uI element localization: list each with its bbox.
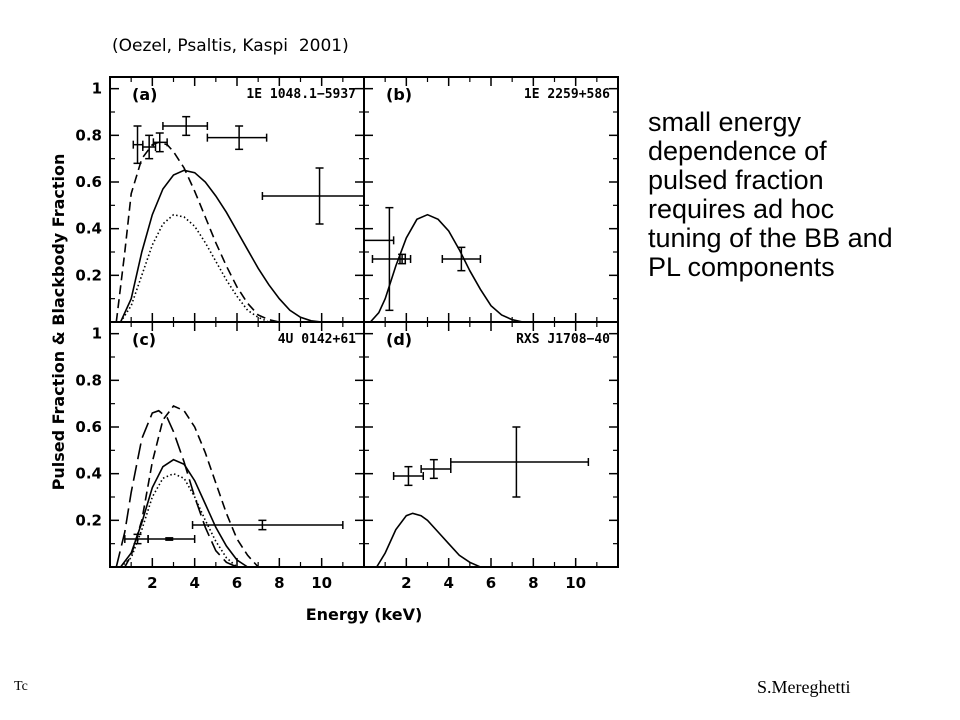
model-curve-dashed bbox=[124, 405, 259, 568]
x-tick-label: 8 bbox=[528, 574, 538, 592]
y-tick-label: 0.6 bbox=[75, 418, 102, 436]
model-curve-solid bbox=[376, 512, 481, 568]
footer-left-text: Tc bbox=[14, 679, 28, 694]
description-line: pulsed fraction bbox=[648, 165, 824, 195]
panel-label: (c) bbox=[132, 330, 156, 349]
y-tick-label: 1 bbox=[92, 325, 102, 343]
model-curve-dashed bbox=[115, 141, 280, 323]
panel-label: (d) bbox=[386, 330, 412, 349]
y-tick-label: 0.6 bbox=[75, 173, 102, 191]
author-credit: S.Mereghetti bbox=[757, 677, 851, 697]
y-tick-label: 0.4 bbox=[75, 465, 102, 483]
y-tick-label: 0.2 bbox=[75, 511, 102, 529]
y-tick-label: 0.8 bbox=[75, 371, 102, 389]
model-curve-solid bbox=[119, 458, 249, 568]
x-tick-label: 4 bbox=[189, 574, 199, 592]
y-tick-label: 0.2 bbox=[75, 266, 102, 284]
description-line: PL components bbox=[648, 252, 835, 282]
x-tick-label: 6 bbox=[486, 574, 496, 592]
description-line: small energy bbox=[648, 107, 802, 137]
model-curve-solid bbox=[369, 213, 523, 323]
source-name: 1E 2259+586 bbox=[524, 87, 610, 102]
panel-label: (a) bbox=[132, 85, 157, 104]
y-axis-label: Pulsed Fraction & Blackbody Fraction bbox=[49, 154, 68, 491]
description-line: dependence of bbox=[648, 136, 827, 166]
source-name: 1E 1048.1−5937 bbox=[246, 87, 356, 102]
description-line: tuning of the BB and bbox=[648, 223, 893, 253]
model-curve-solid bbox=[119, 169, 322, 323]
x-tick-label: 8 bbox=[274, 574, 284, 592]
x-tick-label: 2 bbox=[401, 574, 411, 592]
source-name: RXS J1708−40 bbox=[516, 332, 610, 347]
source-name: 4U 0142+61 bbox=[278, 332, 356, 347]
x-tick-label: 10 bbox=[565, 574, 586, 592]
model-curve-dotted bbox=[120, 472, 238, 568]
x-tick-label: 2 bbox=[147, 574, 157, 592]
panel-frame bbox=[363, 321, 619, 568]
x-tick-label: 6 bbox=[232, 574, 242, 592]
y-tick-label: 1 bbox=[92, 80, 102, 98]
panel-frame bbox=[363, 76, 619, 323]
model-curve-dotted bbox=[119, 213, 270, 323]
description-text: small energy dependence of pulsed fracti… bbox=[648, 108, 948, 282]
x-tick-label: 4 bbox=[443, 574, 453, 592]
x-axis-label: Energy (keV) bbox=[306, 605, 423, 624]
model-curve-long-dashed bbox=[115, 409, 238, 568]
citation: (Oezel, Psaltis, Kaspi 2001) bbox=[112, 36, 349, 56]
y-tick-label: 0.4 bbox=[75, 220, 102, 238]
panel-label: (b) bbox=[386, 85, 412, 104]
description-line: requires ad hoc bbox=[648, 194, 835, 224]
y-tick-label: 0.8 bbox=[75, 126, 102, 144]
panel-frame bbox=[109, 321, 365, 568]
x-tick-label: 10 bbox=[311, 574, 332, 592]
